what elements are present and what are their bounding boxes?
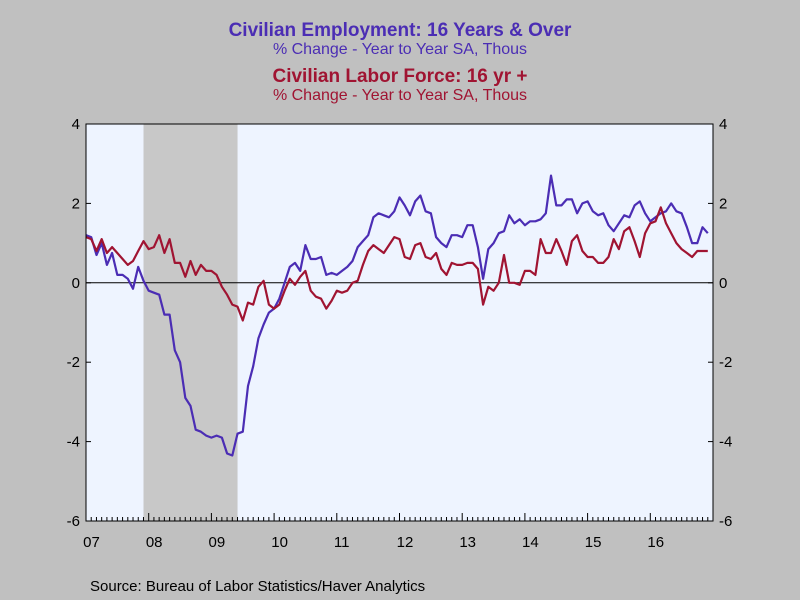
x-tick-label: 12	[397, 534, 414, 551]
x-tick-label: 14	[522, 534, 539, 551]
axes-layer: 4 42 20 0-2 -2-4 -4-6 -607 08 09 10 11 12 13 14 15 16	[67, 116, 733, 551]
source-note: Source: Bureau of Labor Statistics/Haver…	[90, 578, 426, 595]
title-employment: Civilian Employment: 16 Years & Over	[228, 20, 572, 41]
y-tick-label-left: 4	[72, 116, 80, 133]
y-tick-label-right: 2	[719, 195, 727, 212]
x-tick-label: 10	[271, 534, 288, 551]
series-line-0	[85, 174, 709, 457]
x-tick-label: 07	[83, 534, 100, 551]
y-tick-label-right: 0	[719, 275, 727, 292]
subtitle-labor-force: % Change - Year to Year SA, Thous	[272, 87, 528, 104]
y-tick-label-right: -2	[719, 354, 732, 371]
x-tick-label: 09	[209, 534, 226, 551]
subtitle-employment: % Change - Year to Year SA, Thous	[272, 41, 528, 58]
y-tick-label-left: 2	[72, 195, 80, 212]
y-tick-label-left: -6	[67, 513, 80, 530]
title-labor-force: Civilian Labor Force: 16 yr +	[272, 66, 528, 87]
x-tick-label: 16	[647, 534, 664, 551]
x-tick-label: 11	[334, 534, 350, 551]
y-tick-label-left: -2	[67, 354, 80, 371]
y-tick-label-left: 0	[72, 275, 80, 292]
y-tick-label-right: -4	[719, 434, 732, 451]
y-tick-label-left: -4	[67, 434, 80, 451]
y-tick-label-right: -6	[719, 513, 732, 530]
series-line-1	[85, 206, 708, 322]
x-tick-label: 15	[585, 534, 602, 551]
recession-shading	[143, 124, 238, 521]
x-tick-label: 08	[146, 534, 163, 551]
x-tick-label: 13	[459, 534, 476, 551]
series-layer	[85, 174, 709, 457]
y-tick-label-right: 4	[719, 116, 727, 133]
